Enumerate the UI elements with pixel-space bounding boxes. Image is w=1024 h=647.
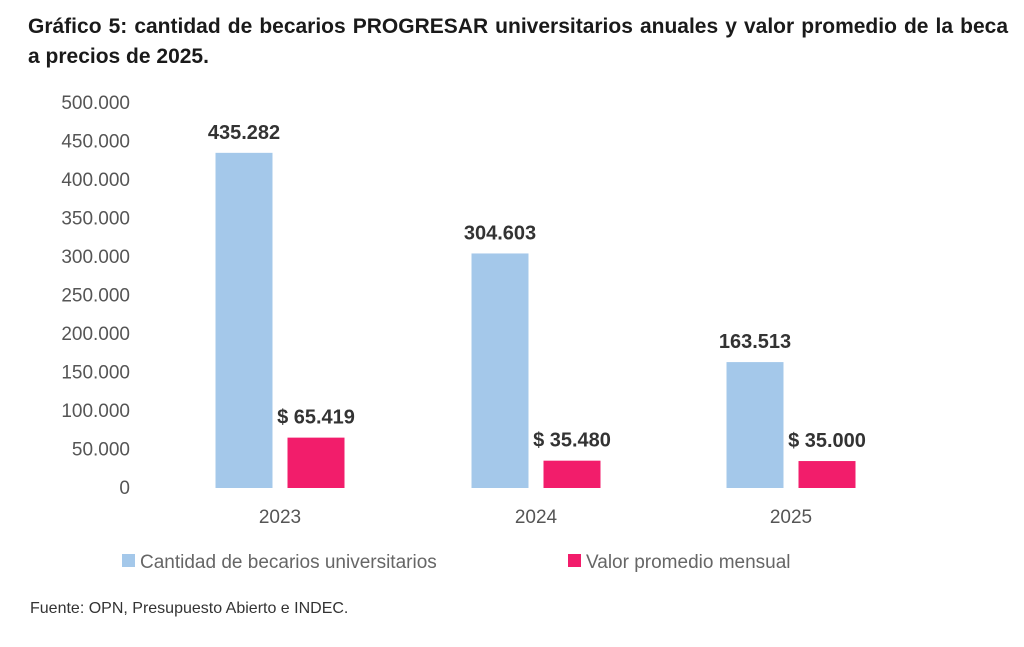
- y-tick-label: 400.000: [61, 170, 130, 191]
- bar-becarios-2023: [215, 152, 273, 488]
- bar-becarios-2024: [471, 253, 529, 488]
- data-label: 163.513: [719, 331, 791, 353]
- bar-valor-2025: [798, 461, 856, 488]
- chart-title: Gráfico 5: cantidad de becarios PROGRESA…: [28, 15, 1008, 68]
- bar-valor-2024: [543, 460, 601, 488]
- data-label: $ 65.419: [277, 407, 355, 429]
- legend-swatch: [122, 554, 135, 567]
- y-tick-label: 0: [119, 478, 130, 499]
- y-tick-label: 250.000: [61, 286, 130, 307]
- x-tick-label: 2023: [259, 507, 301, 528]
- legend-swatch: [568, 554, 581, 567]
- x-tick-label: 2024: [515, 507, 558, 528]
- data-label: 435.282: [208, 122, 280, 144]
- legend-label: Cantidad de becarios universitarios: [140, 552, 437, 573]
- y-tick-label: 350.000: [61, 209, 130, 230]
- y-tick-label: 150.000: [61, 363, 130, 384]
- y-tick-label: 200.000: [61, 324, 130, 345]
- data-label: 304.603: [464, 222, 536, 244]
- bar-valor-2023: [287, 437, 345, 488]
- y-tick-label: 300.000: [61, 247, 130, 268]
- bar-becarios-2025: [726, 362, 784, 488]
- source-note: Fuente: OPN, Presupuesto Abierto e INDEC…: [30, 600, 349, 617]
- y-tick-label: 500.000: [61, 93, 130, 114]
- x-tick-label: 2025: [770, 507, 812, 528]
- data-label: $ 35.480: [533, 430, 611, 452]
- y-tick-label: 50.000: [72, 440, 130, 461]
- y-tick-label: 100.000: [61, 401, 130, 422]
- y-tick-label: 450.000: [61, 132, 130, 153]
- legend-label: Valor promedio mensual: [586, 552, 791, 573]
- data-label: $ 35.000: [788, 430, 866, 452]
